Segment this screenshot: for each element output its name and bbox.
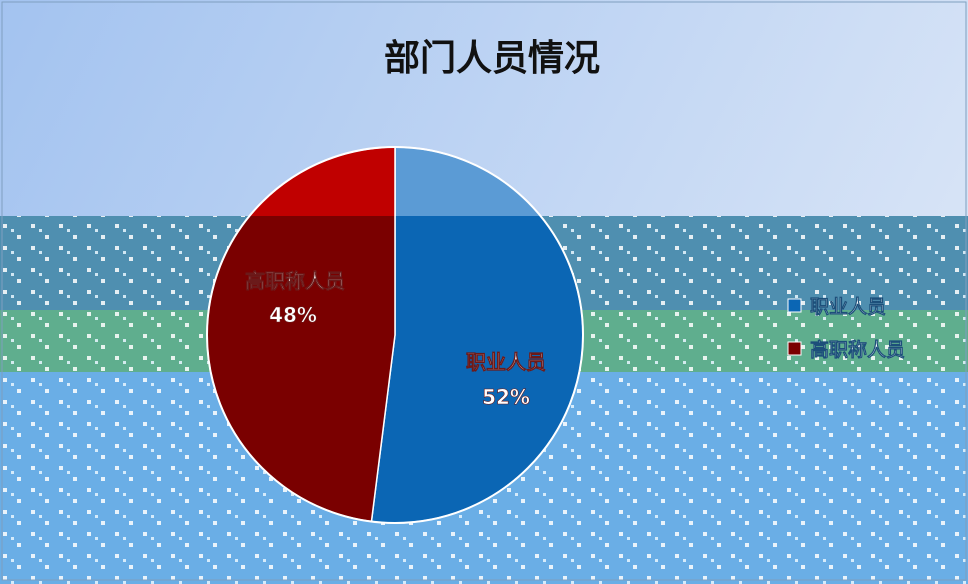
legend-swatch-zhiye [787,298,802,313]
chart-title: 部门人员情况 [384,38,600,79]
legend-label-gaozhicheng: 高职称人员 [810,338,905,361]
data-label-zhiye-percent: 52% [482,385,530,409]
legend-swatch-gaozhicheng [787,341,802,356]
data-label-gaozhicheng-name: 高职称人员 [245,269,345,293]
data-label-gaozhicheng-percent: 48% [269,303,317,327]
pie-slices [206,146,584,524]
data-label-zhiye-name: 职业人员 [466,350,546,374]
pie-outline [206,146,584,524]
legend: 职业人员 高职称人员 [787,296,905,361]
legend-label-zhiye: 职业人员 [810,296,886,318]
